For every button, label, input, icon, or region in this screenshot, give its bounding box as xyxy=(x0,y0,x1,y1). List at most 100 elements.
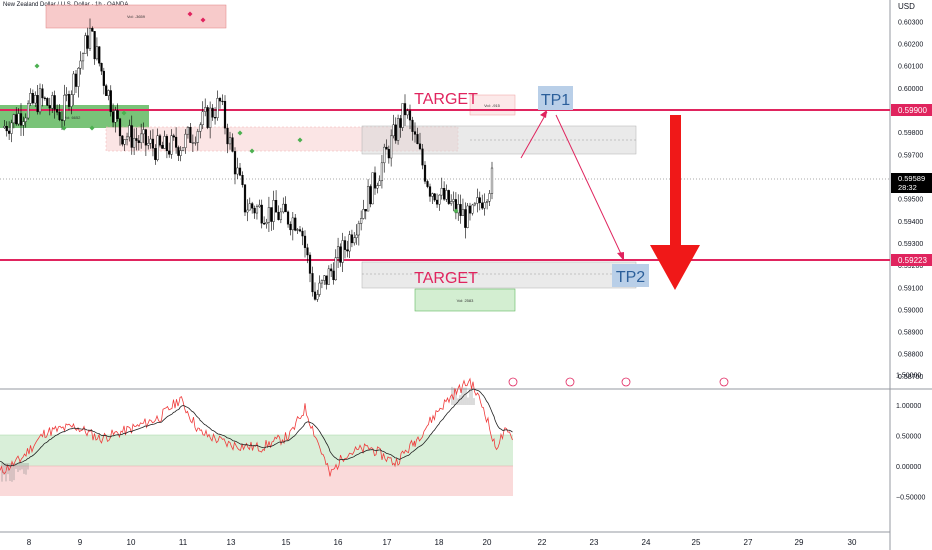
candle[interactable] xyxy=(272,200,275,222)
candle[interactable] xyxy=(24,117,27,122)
candle[interactable] xyxy=(308,254,312,274)
candle[interactable] xyxy=(350,234,354,244)
candle[interactable] xyxy=(435,199,439,205)
candle[interactable] xyxy=(17,113,20,125)
candle[interactable] xyxy=(77,67,80,87)
candle[interactable] xyxy=(303,235,307,248)
candle[interactable] xyxy=(158,135,162,146)
candle[interactable] xyxy=(74,73,78,87)
candle[interactable] xyxy=(394,124,397,141)
candle[interactable] xyxy=(371,172,374,205)
candle[interactable] xyxy=(79,60,82,69)
candle[interactable] xyxy=(327,268,330,285)
candle[interactable] xyxy=(216,98,219,118)
candle[interactable] xyxy=(48,105,51,109)
candle[interactable] xyxy=(294,217,297,231)
candle[interactable] xyxy=(43,97,46,99)
candle[interactable] xyxy=(433,193,436,201)
candle[interactable] xyxy=(184,133,187,148)
candle[interactable] xyxy=(172,135,175,138)
candle[interactable] xyxy=(12,114,15,124)
candle[interactable] xyxy=(296,229,299,231)
candle[interactable] xyxy=(174,136,178,148)
candle[interactable] xyxy=(267,207,271,223)
candle[interactable] xyxy=(360,218,363,224)
candle[interactable] xyxy=(376,185,379,189)
candle[interactable] xyxy=(385,146,388,150)
candle[interactable] xyxy=(301,230,304,237)
candle[interactable] xyxy=(339,246,342,263)
candle[interactable] xyxy=(51,95,54,109)
tp2-box[interactable] xyxy=(612,264,649,287)
candle[interactable] xyxy=(483,202,486,209)
candle[interactable] xyxy=(378,180,381,186)
candle[interactable] xyxy=(255,206,259,214)
candle[interactable] xyxy=(282,203,285,213)
candle[interactable] xyxy=(147,143,150,146)
candle[interactable] xyxy=(238,167,242,176)
candle[interactable] xyxy=(165,136,168,152)
candle[interactable] xyxy=(251,203,254,209)
candle[interactable] xyxy=(490,167,494,194)
candle[interactable] xyxy=(396,118,400,141)
candle[interactable] xyxy=(19,113,23,126)
candle[interactable] xyxy=(438,194,441,205)
candle[interactable] xyxy=(15,114,18,125)
candle[interactable] xyxy=(353,237,356,244)
candle[interactable] xyxy=(137,140,140,143)
candle[interactable] xyxy=(248,203,251,211)
candle[interactable] xyxy=(67,93,71,107)
candle[interactable] xyxy=(91,27,94,32)
candle[interactable] xyxy=(408,110,412,121)
candle[interactable] xyxy=(8,130,11,134)
candle[interactable] xyxy=(488,193,491,202)
candle[interactable] xyxy=(194,142,197,144)
candle[interactable] xyxy=(135,138,138,141)
candle[interactable] xyxy=(151,138,155,149)
candle[interactable] xyxy=(246,209,249,213)
candle[interactable] xyxy=(258,204,261,207)
candle[interactable] xyxy=(291,217,294,231)
candle[interactable] xyxy=(459,204,462,216)
candle[interactable] xyxy=(431,193,434,197)
candle[interactable] xyxy=(243,184,247,213)
candle[interactable] xyxy=(440,188,443,196)
candle[interactable] xyxy=(144,129,147,146)
event-icon[interactable] xyxy=(719,377,729,387)
candle[interactable] xyxy=(177,147,180,156)
candle[interactable] xyxy=(213,117,217,119)
candle[interactable] xyxy=(265,222,268,225)
candle[interactable] xyxy=(348,234,351,252)
candle[interactable] xyxy=(481,202,484,209)
candle[interactable] xyxy=(156,135,159,160)
candle[interactable] xyxy=(445,190,448,200)
candle[interactable] xyxy=(163,136,166,149)
candle[interactable] xyxy=(369,186,372,205)
tp1-box[interactable] xyxy=(538,86,573,110)
candle[interactable] xyxy=(277,211,280,220)
candle[interactable] xyxy=(366,186,370,212)
candle[interactable] xyxy=(332,270,335,281)
candle[interactable] xyxy=(86,35,89,49)
candle[interactable] xyxy=(241,175,244,185)
candle[interactable] xyxy=(29,93,32,104)
candle[interactable] xyxy=(204,107,207,112)
candle[interactable] xyxy=(206,107,209,128)
candle[interactable] xyxy=(34,95,37,104)
candle[interactable] xyxy=(218,98,222,102)
candle[interactable] xyxy=(63,94,66,121)
candle[interactable] xyxy=(476,197,479,204)
candle[interactable] xyxy=(387,149,390,159)
candle[interactable] xyxy=(56,109,59,113)
candle[interactable] xyxy=(98,46,101,64)
candle[interactable] xyxy=(114,110,117,123)
candle[interactable] xyxy=(186,127,190,135)
candle[interactable] xyxy=(447,190,450,204)
candle[interactable] xyxy=(260,204,263,224)
candle[interactable] xyxy=(111,111,115,123)
candle[interactable] xyxy=(179,150,182,156)
candle[interactable] xyxy=(406,110,409,116)
candle[interactable] xyxy=(355,234,358,239)
candle[interactable] xyxy=(464,209,467,228)
candle[interactable] xyxy=(334,257,337,281)
